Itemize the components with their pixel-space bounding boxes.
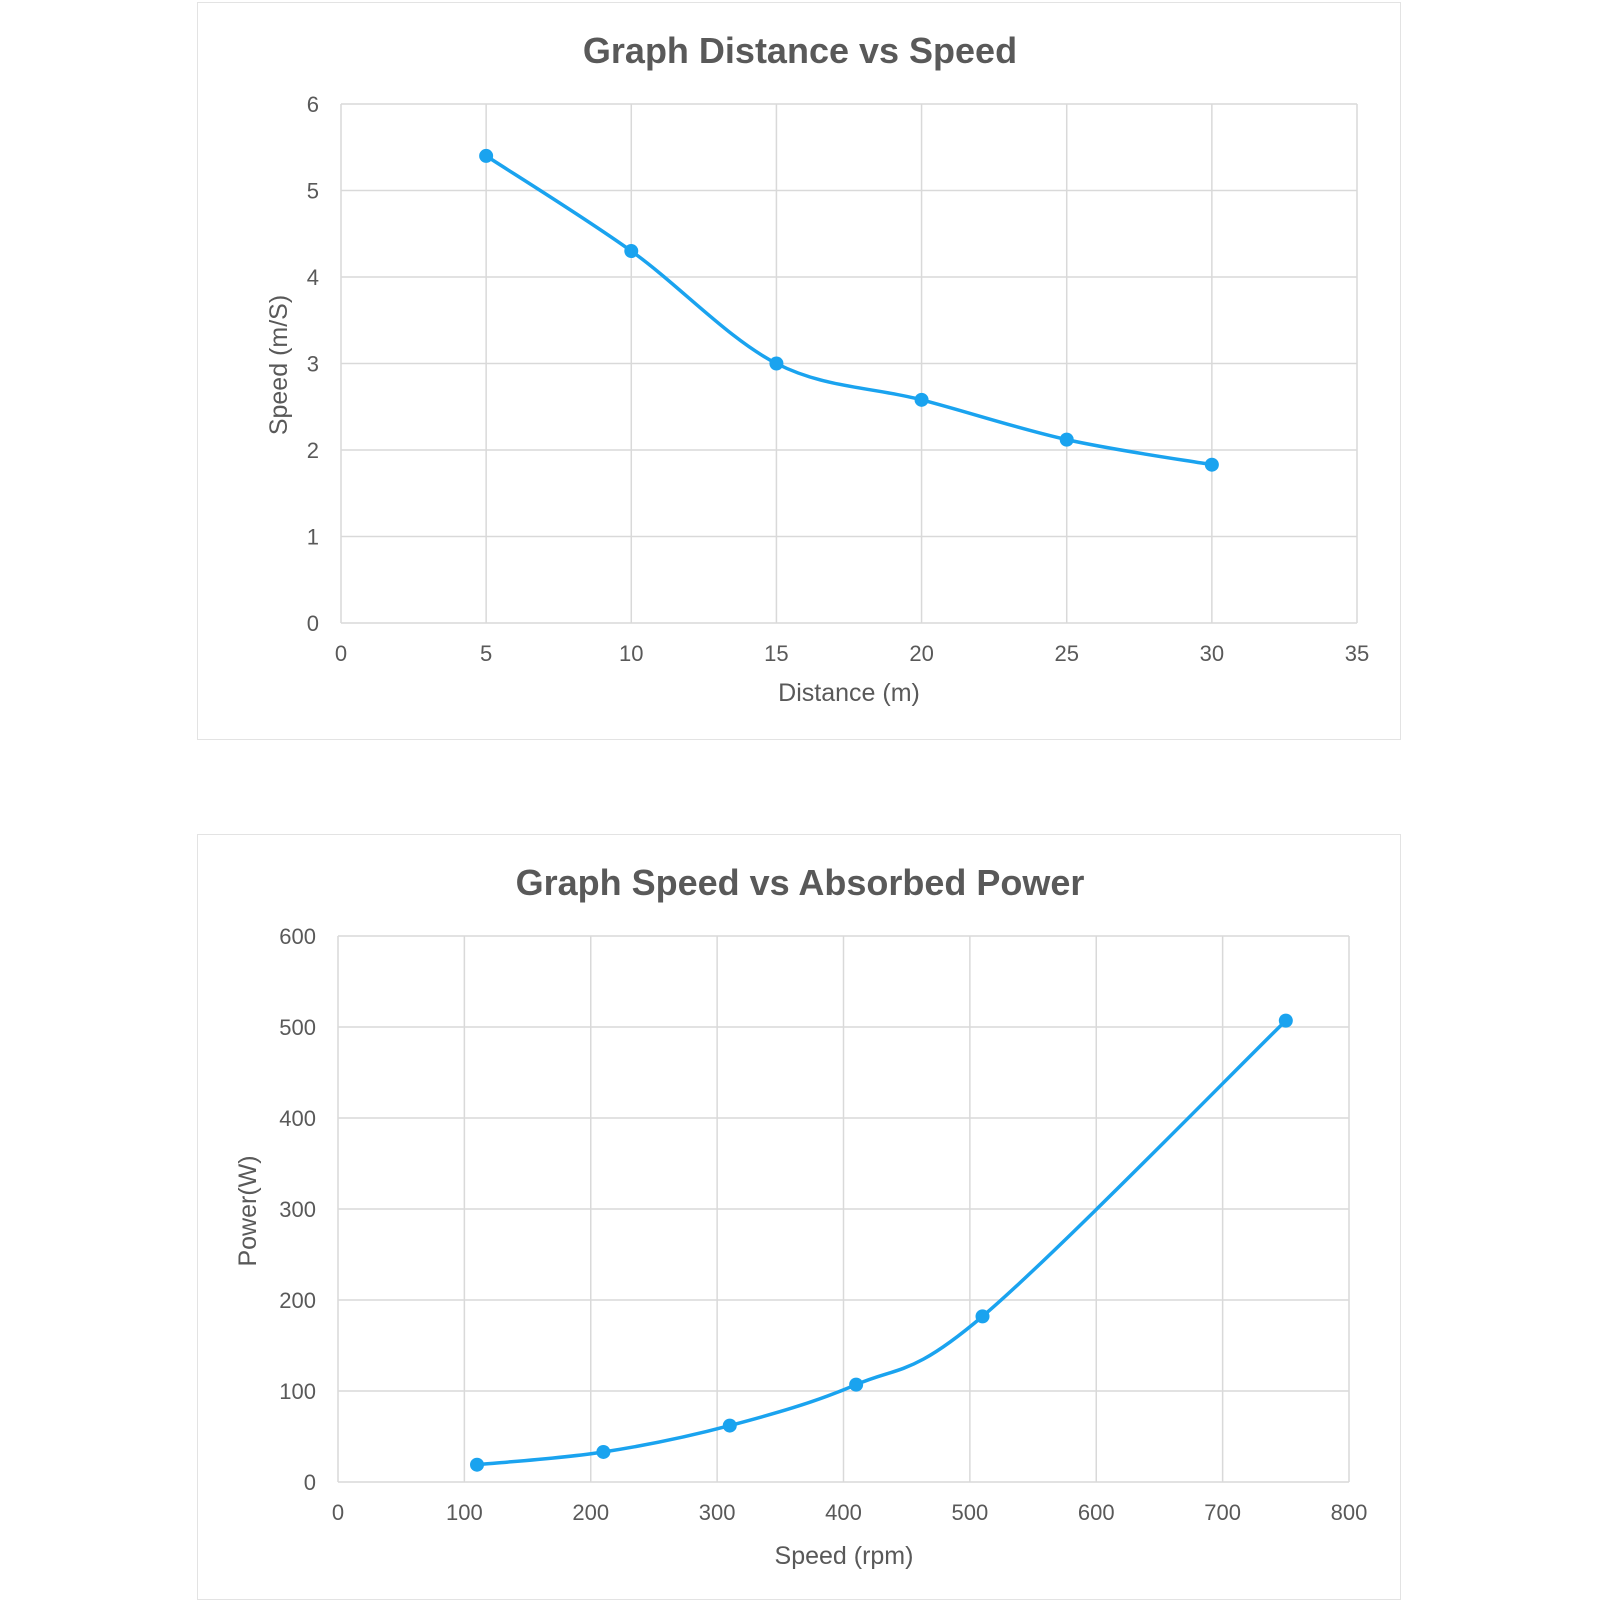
x-tick-label: 800 xyxy=(1331,1500,1368,1525)
x-axis-title: Speed (rpm) xyxy=(775,1542,914,1570)
x-tick-label: 200 xyxy=(572,1500,609,1525)
data-point xyxy=(849,1377,864,1392)
x-tick-label: 300 xyxy=(699,1500,736,1525)
chart-panel-distance-speed: Graph Distance vs Speed 0 5 10 15 20 25 30 35 0… xyxy=(197,2,1401,740)
x-tick-label: 15 xyxy=(764,641,788,666)
x-tick-label: 25 xyxy=(1054,641,1078,666)
x-tick-label: 0 xyxy=(332,1500,344,1525)
chart-panel-speed-power: Graph Speed vs Absorbed Power 0 100 200 300… xyxy=(197,834,1401,1600)
data-point xyxy=(769,356,784,371)
y-tick-label: 5 xyxy=(307,179,319,204)
y-tick-label: 4 xyxy=(307,265,319,290)
data-point xyxy=(1059,432,1074,447)
x-tick-label: 0 xyxy=(335,641,347,666)
x-tick-label: 700 xyxy=(1204,1500,1241,1525)
y-tick-label: 2 xyxy=(307,438,319,463)
data-point xyxy=(975,1309,990,1324)
data-point xyxy=(624,244,639,259)
y-tick-label: 1 xyxy=(307,525,319,550)
y-tick-label: 3 xyxy=(307,352,319,377)
data-point xyxy=(722,1418,737,1433)
x-tick-label: 10 xyxy=(619,641,643,666)
y-tick-label: 400 xyxy=(279,1106,316,1131)
y-tick-label: 600 xyxy=(279,924,316,949)
y-tick-label: 100 xyxy=(279,1379,316,1404)
x-tick-label: 35 xyxy=(1345,641,1369,666)
x-axis-title: Distance (m) xyxy=(778,679,920,707)
chart-title: Graph Speed vs Absorbed Power xyxy=(516,862,1085,903)
x-tick-label: 30 xyxy=(1200,641,1224,666)
y-tick-label: 200 xyxy=(279,1288,316,1313)
data-point xyxy=(914,392,929,407)
chart-speed-vs-absorbed-power: Graph Speed vs Absorbed Power 0 100 200 300… xyxy=(234,862,1368,1570)
x-tick-label: 400 xyxy=(825,1500,862,1525)
x-tick-label: 500 xyxy=(952,1500,989,1525)
data-point xyxy=(1204,457,1219,472)
series-line xyxy=(485,154,1213,467)
chart-distance-vs-speed: Graph Distance vs Speed 0 5 10 15 20 25 30 35 0… xyxy=(265,30,1369,707)
x-tick-label: 600 xyxy=(1078,1500,1115,1525)
chart-title: Graph Distance vs Speed xyxy=(583,30,1017,71)
data-point xyxy=(470,1457,485,1472)
y-axis-title: Speed (m/S) xyxy=(265,295,293,435)
data-point xyxy=(1278,1013,1293,1028)
data-point xyxy=(596,1444,611,1459)
y-tick-label: 0 xyxy=(304,1470,316,1495)
y-tick-label: 500 xyxy=(279,1015,316,1040)
y-axis-title: Power(W) xyxy=(234,1155,262,1266)
x-tick-label: 5 xyxy=(480,641,492,666)
y-tick-label: 6 xyxy=(307,92,319,117)
series-line xyxy=(476,1019,1288,1467)
x-tick-label: 20 xyxy=(909,641,933,666)
y-tick-label: 0 xyxy=(307,611,319,636)
y-tick-label: 300 xyxy=(279,1197,316,1222)
data-point xyxy=(479,148,494,163)
x-tick-label: 100 xyxy=(446,1500,483,1525)
